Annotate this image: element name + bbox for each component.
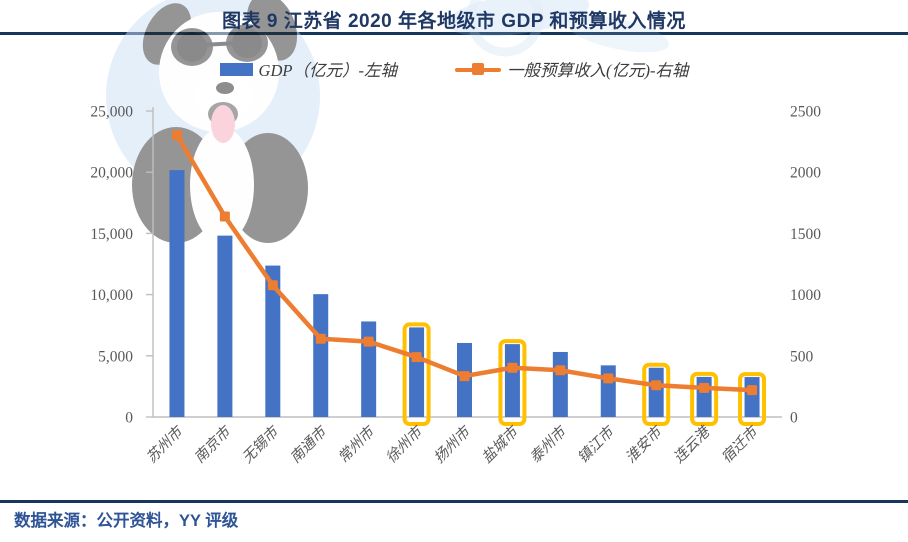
x-category-label: 南通市	[287, 422, 332, 467]
gdp-bar	[217, 235, 233, 417]
revenue-marker	[555, 365, 566, 376]
gdp-bar	[265, 265, 281, 417]
gdp-bar	[696, 376, 712, 417]
gdp-bar	[313, 294, 329, 417]
legend-item-revenue: 一般预算收入(亿元)-右轴	[454, 57, 689, 81]
gdp-bar	[744, 377, 760, 417]
left-axis-tick-label: 10,000	[90, 287, 133, 304]
left-axis-tick-label: 25,000	[90, 104, 133, 121]
revenue-marker	[459, 371, 470, 382]
revenue-marker	[363, 336, 374, 347]
revenue-marker	[411, 352, 422, 363]
revenue-marker	[507, 362, 518, 373]
gdp-bar	[504, 344, 520, 417]
x-category-label: 无锡市	[239, 422, 284, 467]
highlight-outline	[402, 322, 431, 426]
x-category-label: 扬州市	[431, 422, 476, 467]
x-category-label: 连云港	[670, 422, 715, 467]
revenue-marker	[171, 130, 182, 141]
revenue-marker	[603, 373, 614, 384]
gdp-bar	[409, 327, 425, 417]
revenue-marker	[651, 380, 662, 391]
highlight-outline	[738, 372, 767, 427]
left-axis-tick-label: 5,000	[98, 348, 133, 365]
gdp-bar	[552, 351, 568, 417]
revenue-marker	[267, 280, 278, 291]
right-axis-tick-label: 500	[790, 348, 814, 365]
right-axis-tick-label: 1000	[790, 287, 821, 304]
x-category-label: 镇江市	[574, 422, 619, 467]
right-axis-tick-label: 1500	[790, 226, 821, 243]
x-category-label: 盐城市	[478, 422, 523, 467]
legend-revenue-label: 一般预算收入(亿元)-右轴	[506, 61, 689, 80]
revenue-marker	[219, 211, 230, 222]
gdp-bar	[600, 365, 616, 417]
highlight-outline	[498, 339, 527, 426]
right-axis-tick-label: 2500	[790, 104, 821, 121]
data-source-note: 数据来源：公开资料，YY 评级	[14, 512, 239, 530]
x-category-label: 南京市	[191, 422, 236, 467]
revenue-marker	[315, 333, 326, 344]
figure-title: 图表 9 江苏省 2020 年各地级市 GDP 和预算收入情况	[222, 11, 686, 32]
left-axis-tick-label: 20,000	[90, 165, 133, 182]
left-axis-tick-label: 0	[125, 410, 133, 427]
right-axis-tick-label: 0	[790, 410, 798, 427]
left-axis-tick-label: 15,000	[90, 226, 133, 243]
x-category-label: 淮安市	[622, 422, 667, 467]
line-marker-swatch-icon	[454, 62, 501, 76]
gdp-bar	[169, 170, 185, 417]
highlight-outline	[690, 371, 719, 427]
gdp-bar	[648, 367, 664, 417]
footer-divider	[0, 500, 908, 503]
revenue-marker	[699, 382, 710, 393]
x-category-label: 常州市	[335, 422, 380, 467]
x-category-label: 泰州市	[526, 422, 571, 467]
x-category-label: 宿迁市	[718, 422, 763, 467]
gdp-bar	[361, 321, 377, 417]
right-axis-tick-label: 2000	[790, 165, 821, 182]
highlight-outline	[642, 362, 671, 426]
x-category-label: 徐州市	[383, 422, 428, 467]
title-divider	[0, 32, 908, 35]
x-category-label: 苏州市	[143, 422, 188, 467]
revenue-marker	[747, 385, 758, 396]
